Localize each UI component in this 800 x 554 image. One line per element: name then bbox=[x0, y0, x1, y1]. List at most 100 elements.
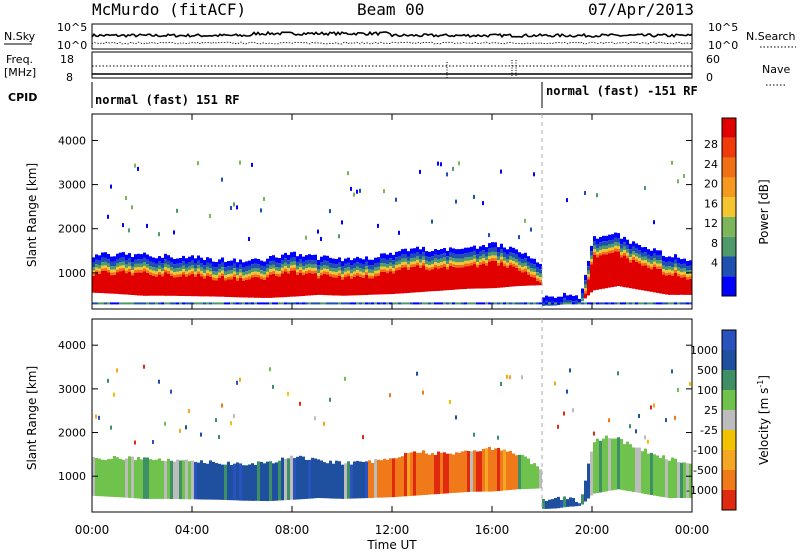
velocity-cell bbox=[164, 461, 167, 499]
power-ground bbox=[389, 302, 392, 305]
power-cell bbox=[326, 261, 329, 266]
velocity-scatter bbox=[362, 435, 364, 440]
power-cell bbox=[206, 262, 209, 267]
power-cell bbox=[110, 261, 113, 267]
power-ground bbox=[443, 302, 446, 305]
power-cell bbox=[317, 259, 320, 266]
power-cell bbox=[650, 266, 653, 270]
power-cell bbox=[458, 258, 461, 263]
velocity-cell bbox=[518, 454, 521, 490]
power-cell bbox=[128, 262, 131, 267]
power-cell bbox=[503, 247, 506, 253]
velocity-cell bbox=[671, 457, 674, 498]
velocity-cell bbox=[401, 456, 404, 497]
velocity-scatter bbox=[617, 371, 619, 376]
beam-title: Beam 00 bbox=[357, 0, 424, 19]
velocity-cell bbox=[515, 455, 518, 490]
power-ground bbox=[110, 302, 113, 305]
power-cell bbox=[611, 250, 614, 253]
power-cell bbox=[635, 248, 638, 254]
power-cell bbox=[479, 262, 482, 265]
power-cell bbox=[524, 262, 527, 266]
power-cell bbox=[473, 245, 476, 251]
velocity-cell bbox=[470, 451, 473, 492]
power-cell bbox=[548, 296, 551, 302]
power-cell bbox=[212, 280, 215, 297]
colorbar-tick: 25 bbox=[704, 404, 718, 417]
power-cell bbox=[245, 277, 248, 280]
power-ground bbox=[344, 302, 347, 305]
velocity-scatter bbox=[644, 435, 646, 440]
power-cell bbox=[323, 260, 326, 266]
power-ground bbox=[197, 302, 200, 305]
power-cell bbox=[416, 246, 419, 252]
colorbar-frame bbox=[721, 117, 737, 297]
power-cell bbox=[95, 267, 98, 271]
power-cell bbox=[482, 260, 485, 264]
power-cell bbox=[428, 257, 431, 262]
power-cell bbox=[569, 300, 572, 304]
power-ground bbox=[320, 302, 323, 305]
velocity-cell bbox=[668, 460, 671, 498]
power-ground bbox=[278, 302, 281, 305]
power-cell bbox=[215, 262, 218, 268]
power-cell bbox=[185, 271, 188, 274]
power-cell bbox=[389, 271, 392, 295]
power-ground bbox=[455, 302, 458, 305]
power-cell bbox=[470, 262, 473, 266]
power-cell bbox=[506, 262, 509, 266]
power-cell bbox=[668, 261, 671, 267]
velocity-scatter bbox=[677, 388, 679, 392]
power-cell bbox=[221, 273, 224, 276]
power-cell bbox=[470, 265, 473, 289]
nsky-line bbox=[91, 30, 693, 39]
velocity-scatter bbox=[665, 418, 667, 423]
power-cell bbox=[332, 277, 335, 296]
power-ground bbox=[167, 302, 170, 305]
power-cell bbox=[677, 270, 680, 274]
power-cell bbox=[404, 258, 407, 262]
colorbar-swatch bbox=[722, 197, 736, 217]
power-cell bbox=[188, 269, 191, 273]
power-cell bbox=[503, 263, 506, 266]
power-cell bbox=[491, 251, 494, 256]
power-cell bbox=[527, 265, 530, 270]
power-cell bbox=[467, 252, 470, 258]
power-cell bbox=[518, 270, 521, 286]
power-cell bbox=[620, 244, 623, 249]
power-cell bbox=[434, 262, 437, 265]
velocity-cell bbox=[590, 451, 593, 496]
power-cell bbox=[626, 258, 629, 288]
power-ylabel: Slant Range [km] bbox=[25, 163, 39, 267]
power-cell bbox=[284, 262, 287, 267]
power-cell bbox=[92, 257, 95, 263]
power-cell bbox=[452, 248, 455, 254]
power-ground bbox=[611, 302, 614, 305]
power-cell bbox=[329, 257, 332, 264]
power-cell bbox=[290, 257, 293, 262]
power-cell bbox=[524, 258, 527, 263]
velocity-cell bbox=[683, 462, 686, 498]
power-cell bbox=[449, 247, 452, 253]
power-cell bbox=[497, 252, 500, 257]
power-scatter bbox=[128, 228, 130, 233]
power-cell bbox=[629, 257, 632, 260]
power-cell bbox=[512, 266, 515, 287]
power-cell bbox=[227, 266, 230, 271]
power-cell bbox=[632, 246, 635, 251]
power-cell bbox=[386, 254, 389, 260]
power-cell bbox=[341, 266, 344, 271]
power-cell bbox=[539, 269, 542, 274]
power-cell bbox=[389, 252, 392, 259]
power-cell bbox=[500, 259, 503, 263]
power-ground bbox=[365, 302, 368, 305]
power-scatter bbox=[383, 189, 385, 194]
velocity-cell bbox=[422, 450, 425, 495]
power-cell bbox=[143, 252, 146, 258]
power-cell bbox=[125, 270, 128, 274]
velocity-cell bbox=[203, 463, 206, 500]
power-cell bbox=[521, 253, 524, 259]
power-cell bbox=[653, 248, 656, 254]
power-cell bbox=[296, 261, 299, 266]
power-cell bbox=[665, 257, 668, 263]
